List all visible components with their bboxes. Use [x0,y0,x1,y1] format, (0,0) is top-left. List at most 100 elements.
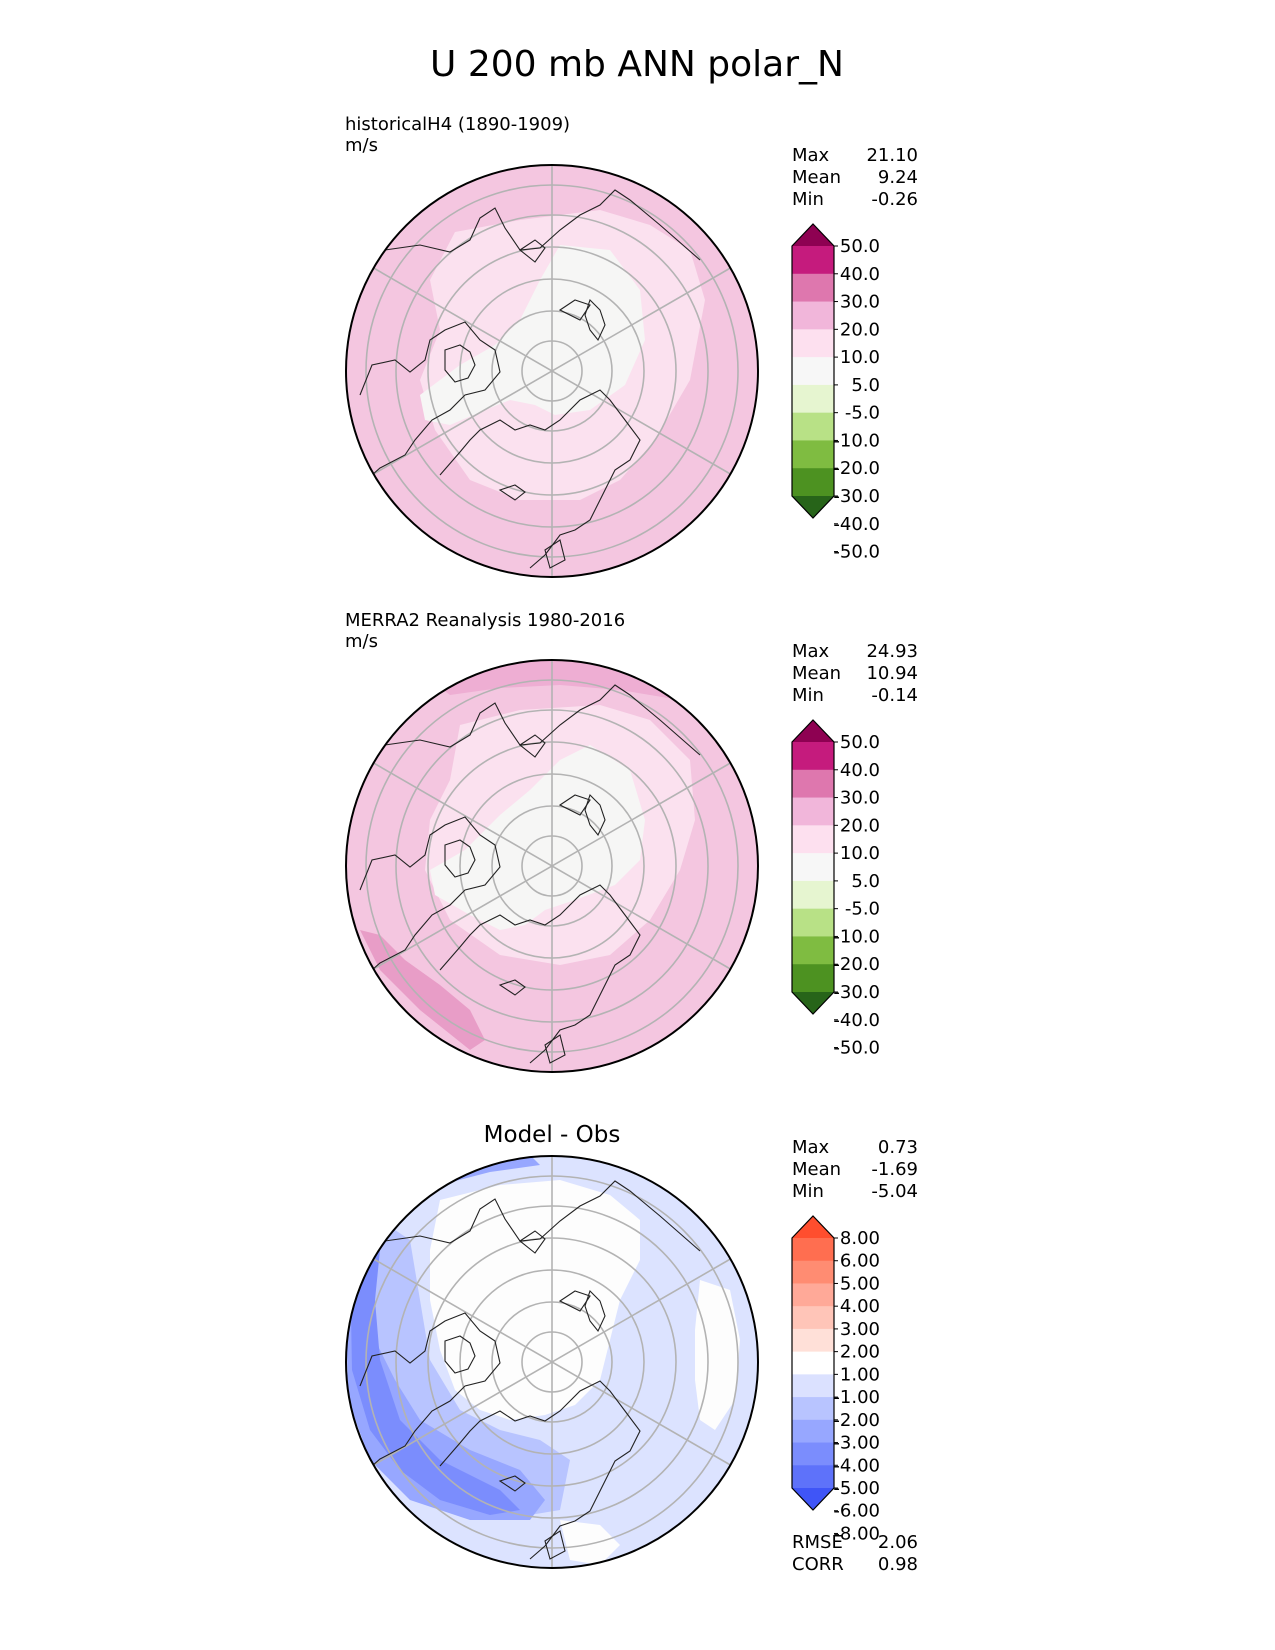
colorbar-segment [792,1283,834,1307]
colorbar-segment [792,1351,834,1375]
colorbar-tick-label: 30.0 [840,292,880,313]
colorbar-tick-label: 20.0 [840,319,880,340]
colorbar-tick-label: -1.00 [833,1387,880,1408]
colorbar-segment [792,440,834,469]
panel-title: Model - Obs [484,1122,621,1148]
stat-mean-label: Mean [792,1159,841,1180]
stat-max-value: 0.73 [878,1137,918,1158]
stat-mean-value: 9.24 [878,167,918,188]
colorbar-segment [792,1374,834,1398]
colorbar-tick-label: 1.00 [840,1364,880,1385]
colorbar-tick-label: 10.0 [840,347,880,368]
colorbar-extend-bottom [792,1488,834,1510]
colorbar-tick-label: -30.0 [833,982,880,1003]
colorbar-extend-bottom [792,992,834,1014]
colorbar-tick-label: -4.00 [833,1455,880,1476]
colorbar-segment [792,853,834,882]
colorbar-tick-label: -5.0 [845,403,880,424]
colorbar: 50.0 40.0 30.0 20.0 10.0 5.0 -5.0 -10.0 -20.0 -30… [791,223,880,563]
colorbar-segment [792,936,834,965]
colorbar-segment [792,1260,834,1284]
stat-rmse-label: RMSE [792,1532,843,1553]
panel-title: MERRA2 Reanalysis 1980-2016 [345,610,625,631]
stat-min-value: -0.26 [871,189,918,210]
colorbar-segment [792,1465,834,1489]
panel-units: m/s [345,631,378,652]
colorbar-extend-top [792,224,834,246]
stat-mean-value: 10.94 [866,663,918,684]
panel-ref: MERRA2 Reanalysis 1980-2016 m/s [345,610,918,1073]
stat-corr-value: 0.98 [878,1554,918,1575]
colorbar-segment [792,825,834,854]
contour-white-east [695,1280,740,1430]
stat-max-value: 24.93 [866,641,918,662]
stat-mean-label: Mean [792,663,841,684]
colorbar-segment [792,1397,834,1421]
panel-diff: Model - Obs [345,1122,918,1575]
colorbar-tick-label: 5.0 [851,871,880,892]
polar-map [345,659,759,1073]
colorbar-tick-label: 5.0 [851,375,880,396]
colorbar-tick-label: -40.0 [833,514,880,535]
coastlines [359,1180,701,1560]
colorbar-tick-label: -5.0 [845,899,880,920]
colorbar-segment [792,357,834,386]
colorbar-segment [792,769,834,799]
colorbar-segment [792,384,834,414]
colorbar-tick-label: -30.0 [833,486,880,507]
stat-min-label: Min [792,685,824,706]
stat-max-value: 21.10 [866,145,918,166]
stat-min-value: -0.14 [871,685,918,706]
colorbar-extend-top [792,1216,834,1238]
colorbar-tick-label: 4.00 [840,1296,880,1317]
colorbar-tick-label: 3.00 [840,1319,880,1340]
contour-white [430,1180,640,1420]
colorbar-segment [792,1306,834,1330]
polar-map [345,1155,759,1569]
contour-5-10 [430,745,645,930]
colorbar-segment [792,1442,834,1466]
colorbar-segment [792,468,834,497]
colorbar: 50.0 40.0 30.0 20.0 10.0 5.0 -5.0 -10.0 -20.0 -30… [791,719,880,1059]
colorbar-tick-label: 10.0 [840,843,880,864]
colorbar-tick-label: 8.00 [840,1228,880,1249]
stat-max-label: Max [792,641,830,662]
colorbar-tick-label: 5.00 [840,1273,880,1294]
stats-block: Max 21.10 Mean 9.24 Min -0.26 [792,145,918,210]
colorbar-segment [792,1419,834,1444]
colorbar-extend-bottom [792,496,834,518]
colorbar-tick-label: 30.0 [840,788,880,809]
coastlines [359,189,701,569]
colorbar-segment [792,742,834,771]
colorbar-tick-label: 20.0 [840,815,880,836]
graticule [365,165,739,577]
colorbar-tick-label: -20.0 [833,954,880,975]
coastlines [359,684,701,1064]
colorbar-segment [792,1328,834,1353]
contour-5-10 [420,245,645,425]
colorbar-tick-label: -50.0 [833,542,880,563]
colorbar-tick-label: 40.0 [840,264,880,285]
colorbar-tick-label: -40.0 [833,1010,880,1031]
stat-min-label: Min [792,189,824,210]
colorbar-segment [792,908,834,937]
colorbar-segment [792,1238,834,1262]
stat-min-value: -5.04 [871,1181,918,1202]
stat-mean-value: -1.69 [871,1159,918,1180]
colorbar-tick-label: -5.00 [833,1478,880,1499]
stat-rmse-value: 2.06 [878,1532,918,1553]
stats-block: Max 0.73 Mean -1.69 Min -5.04 [792,1137,918,1202]
colorbar-tick-label: 50.0 [840,236,880,257]
colorbar-segment [792,797,834,826]
colorbar-tick-label: 6.00 [840,1251,880,1272]
colorbar: 8.006.005.004.003.002.001.00-1.00-2.00-3… [791,1215,880,1544]
colorbar-tick-label: -6.00 [833,1501,880,1522]
error-stats-block: RMSE 2.06 CORR 0.98 [792,1532,918,1575]
contour-white-south [560,1520,620,1565]
colorbar-tick-label: 2.00 [840,1342,880,1363]
colorbar-segment [792,412,834,441]
stat-max-label: Max [792,1137,830,1158]
stat-corr-label: CORR [792,1554,844,1575]
contour-minus4 [350,1210,520,1515]
